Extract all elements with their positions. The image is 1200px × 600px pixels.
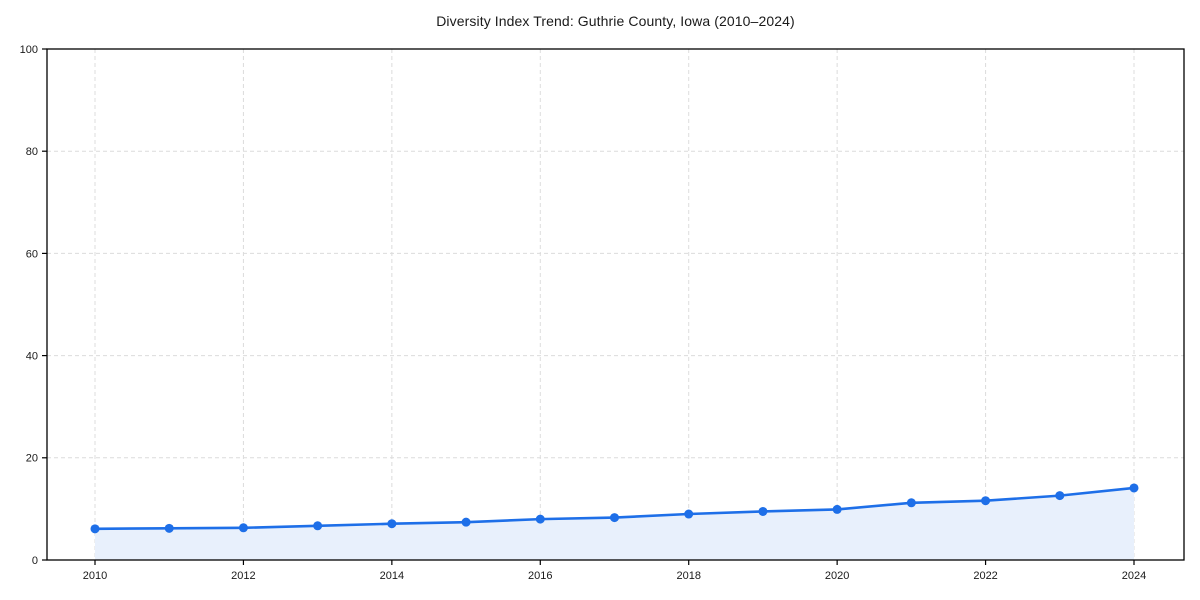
data-point (981, 496, 991, 506)
x-tick-label: 2016 (528, 570, 552, 582)
data-point (1055, 491, 1065, 501)
x-tick-label: 2018 (676, 570, 700, 582)
x-tick-label: 2010 (83, 570, 107, 582)
data-point (832, 504, 842, 514)
x-tick-label: 2022 (973, 570, 997, 582)
data-point (238, 523, 248, 533)
data-point (387, 519, 397, 529)
area-fill (95, 487, 1134, 560)
y-tick-label: 60 (26, 248, 38, 260)
tick-labels: 0 20 40 60 80 100 2010 2012 2014 2016 2018 2020 2022… (20, 44, 1147, 582)
chart-title: Diversity Index Trend: Guthrie County, I… (436, 13, 795, 29)
tick-marks (42, 48, 1135, 565)
data-point (461, 517, 471, 527)
x-tick-label: 2012 (231, 570, 255, 582)
data-point (610, 513, 619, 523)
y-tick-label: 0 (32, 555, 38, 567)
data-point (758, 506, 768, 516)
data-point (164, 523, 174, 533)
y-tick-label: 20 (26, 453, 38, 465)
axes (46, 48, 1185, 561)
y-tick-label: 100 (20, 44, 38, 56)
data-point (90, 524, 100, 534)
x-tick-label: 2014 (380, 570, 404, 582)
y-tick-label: 40 (26, 350, 38, 362)
data-point (313, 521, 323, 531)
data-points (90, 483, 1139, 534)
x-tick-label: 2020 (825, 570, 849, 582)
data-point (906, 498, 916, 508)
x-tick-label: 2024 (1122, 570, 1146, 582)
grid-lines (47, 48, 1184, 560)
data-point (1129, 483, 1139, 493)
data-point (684, 509, 694, 519)
data-point (535, 514, 545, 524)
y-tick-label: 80 (26, 146, 38, 158)
